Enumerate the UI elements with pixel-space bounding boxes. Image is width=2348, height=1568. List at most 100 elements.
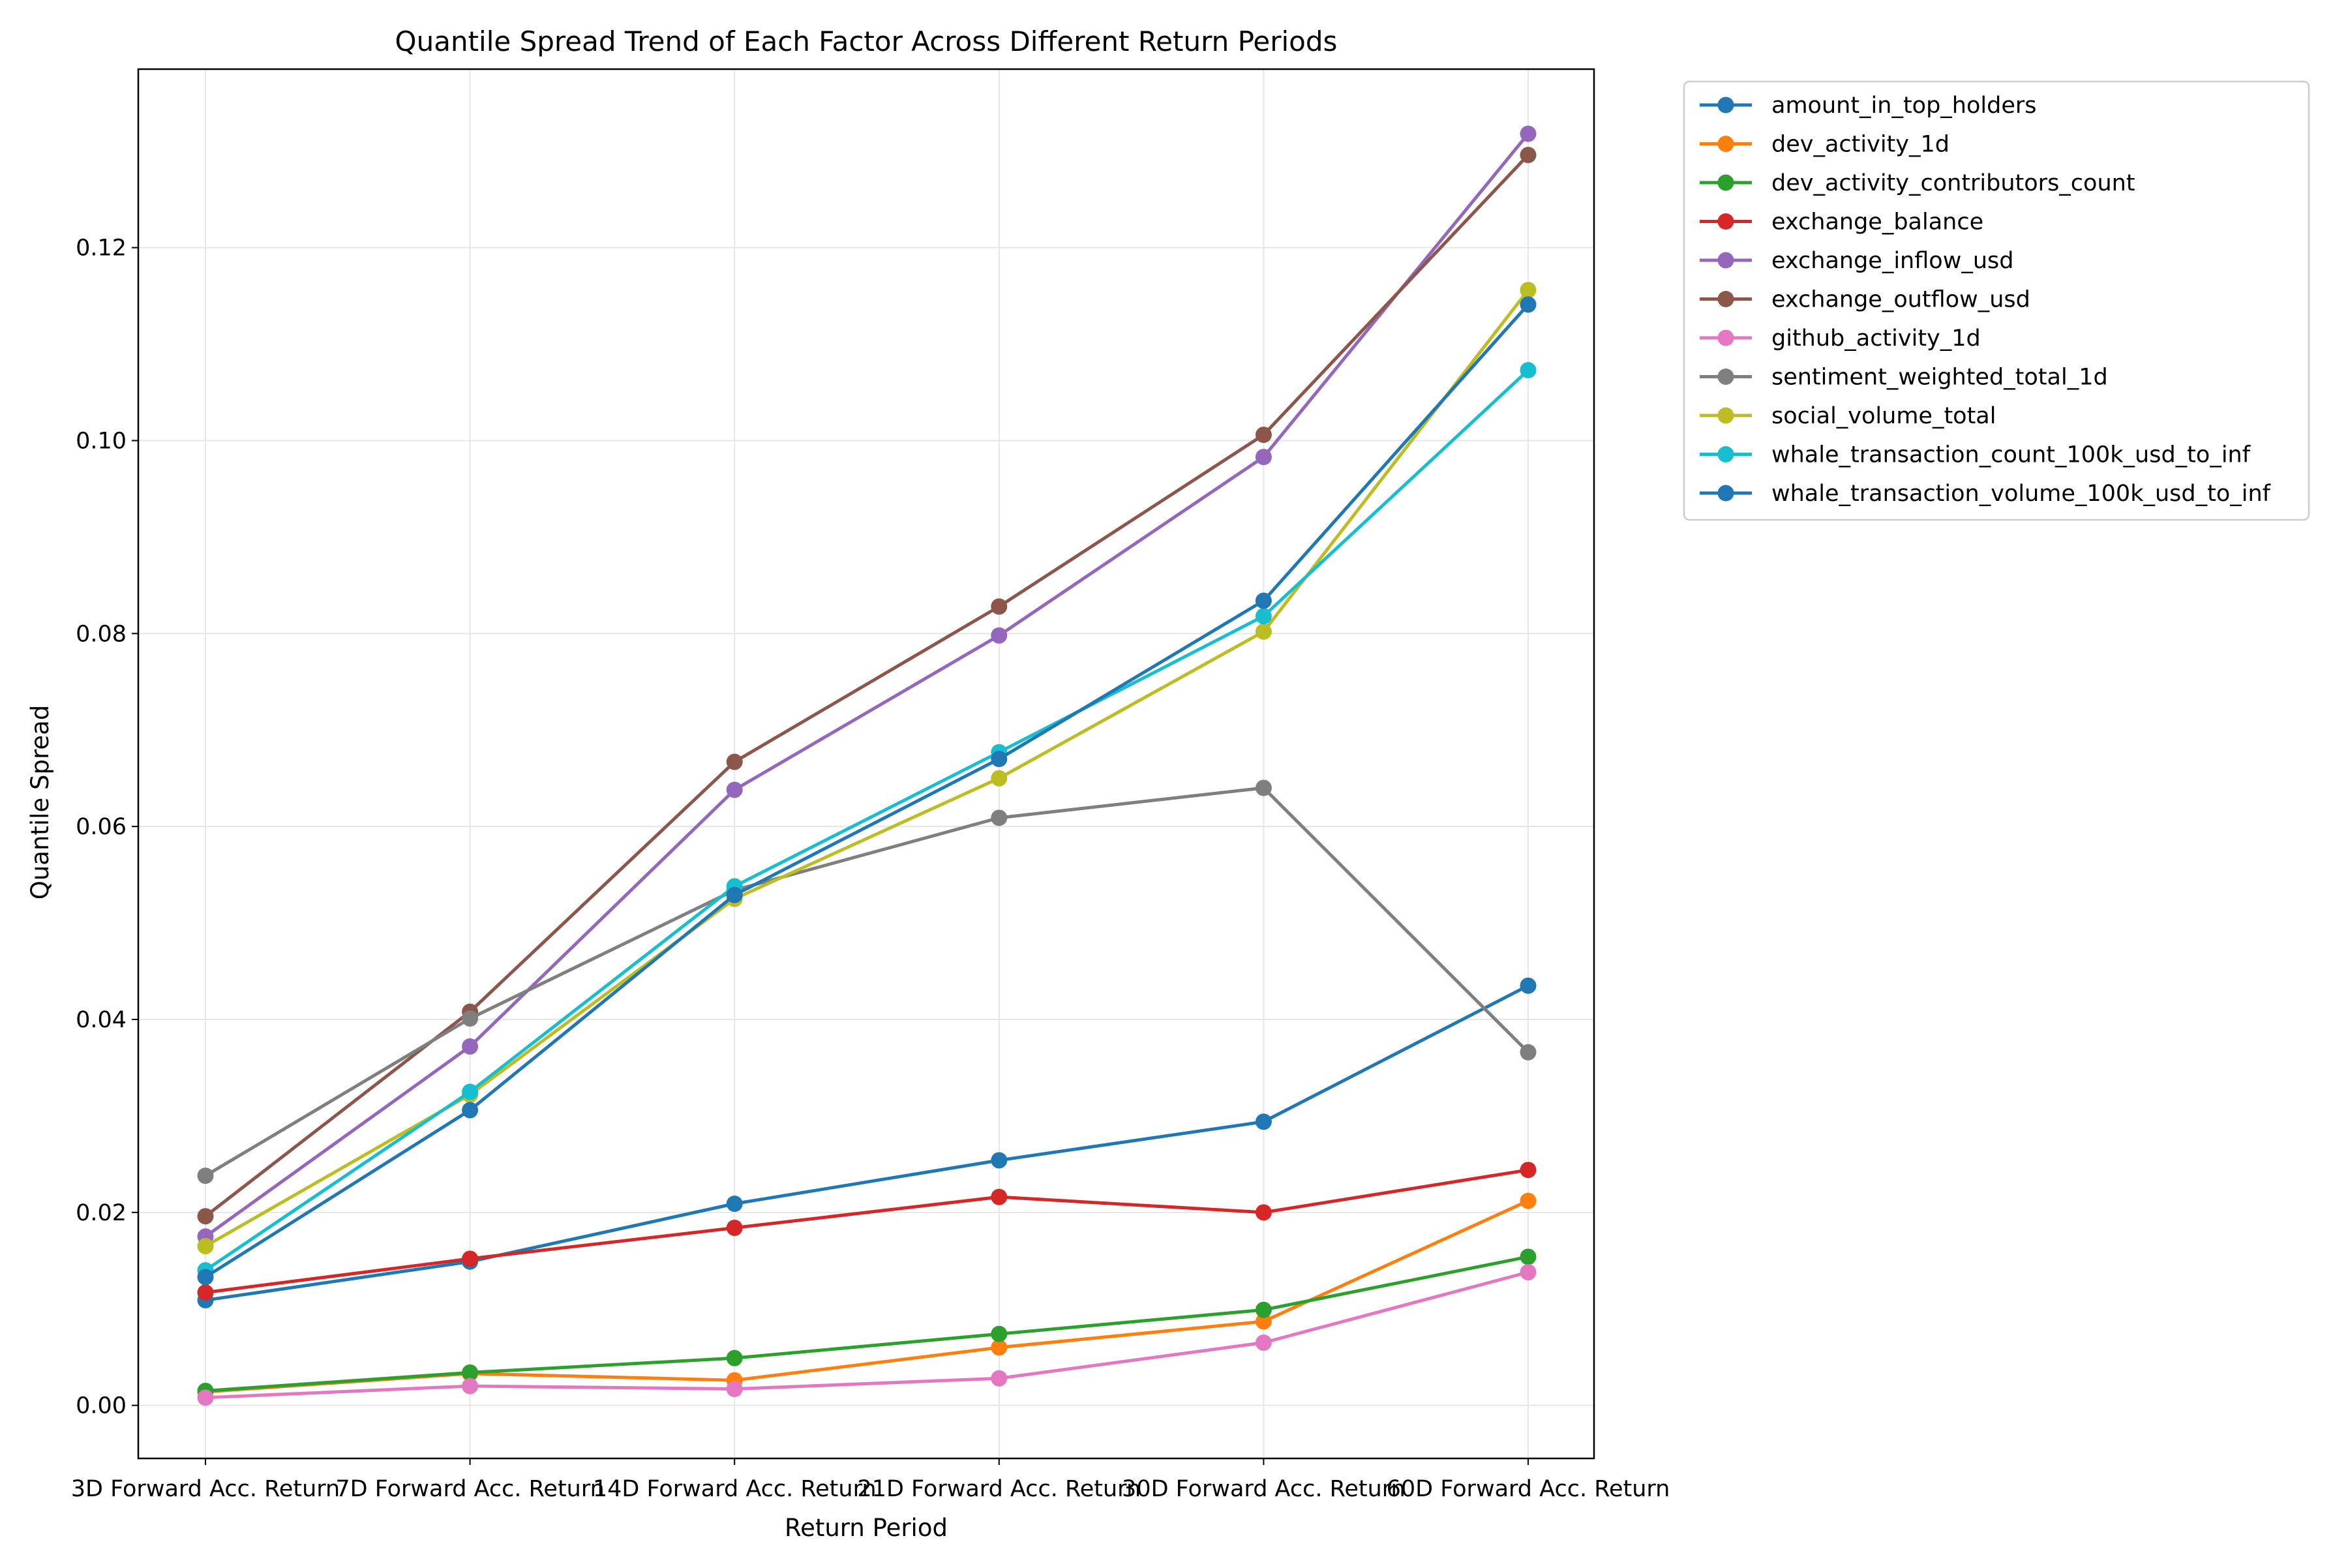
data-point [462, 1010, 479, 1027]
legend-marker [1717, 446, 1734, 462]
x-tick-label: 30D Forward Acc. Return [1122, 1476, 1406, 1502]
data-point [462, 1364, 479, 1381]
series-exchange_balance [197, 1162, 1537, 1301]
series-whale_transaction_volume_100k_usd_to_inf [197, 296, 1537, 1286]
data-point [1255, 779, 1272, 796]
data-point [1255, 449, 1272, 466]
legend-label: dev_activity_1d [1771, 132, 1949, 158]
legend-label: github_activity_1d [1771, 325, 1981, 352]
data-point [726, 1196, 743, 1212]
data-point [991, 1370, 1008, 1387]
legend-item: amount_in_top_holders [1700, 93, 2037, 119]
y-tick-label: 0.12 [76, 235, 127, 262]
legend-label: dev_activity_contributors_count [1771, 170, 2135, 196]
data-point [1520, 977, 1537, 994]
legend-marker [1717, 407, 1734, 424]
data-point [991, 1339, 1008, 1356]
data-point [726, 1381, 743, 1397]
data-point [726, 781, 743, 798]
legend-label: exchange_inflow_usd [1771, 248, 2013, 274]
data-point [991, 751, 1008, 768]
legend-item: social_volume_total [1700, 403, 1996, 429]
series-dev_activity_contributors_count [197, 1248, 1537, 1399]
y-tick-label: 0.02 [76, 1200, 127, 1226]
data-point [1520, 1248, 1537, 1265]
legend-label: exchange_outflow_usd [1771, 287, 2030, 313]
data-point [197, 1284, 214, 1301]
legend-item: whale_transaction_count_100k_usd_to_inf [1700, 442, 2251, 468]
legend-marker [1717, 329, 1734, 346]
legend-items: amount_in_top_holders dev_activity_1d dev_… [1700, 93, 2271, 507]
data-point [726, 1219, 743, 1236]
legend-label: amount_in_top_holders [1771, 93, 2037, 119]
legend-item: exchange_outflow_usd [1700, 287, 2030, 313]
data-point [1255, 1204, 1272, 1221]
data-point [1255, 1334, 1272, 1351]
legend-marker [1717, 369, 1734, 385]
series-line [203, 303, 1530, 1279]
legend-item: dev_activity_1d [1700, 132, 1949, 158]
y-tick-label: 0.08 [76, 621, 127, 647]
y-axis-label: Quantile Spread [26, 705, 54, 900]
x-tick-label: 60D Forward Acc. Return [1387, 1476, 1670, 1502]
y-tick-label: 0.06 [76, 814, 127, 840]
legend-item: dev_activity_contributors_count [1700, 170, 2135, 196]
legend-marker [1717, 97, 1734, 113]
data-point [991, 809, 1008, 826]
data-point [726, 1349, 743, 1366]
data-point [197, 1208, 214, 1225]
series-line [203, 132, 1530, 1239]
data-point [1520, 282, 1537, 299]
data-point [726, 886, 743, 903]
data-point [1255, 427, 1272, 444]
legend-label: whale_transaction_volume_100k_usd_to_inf [1771, 481, 2271, 507]
data-point [1255, 608, 1272, 625]
series-exchange_inflow_usd [197, 125, 1537, 1245]
legend-item: exchange_balance [1700, 209, 1983, 235]
series-line [203, 786, 1530, 1178]
legend-marker [1717, 174, 1734, 191]
data-point [197, 1389, 214, 1406]
chart-title: Quantile Spread Trend of Each Factor Acr… [395, 25, 1338, 57]
y-tick-label: 0.10 [76, 428, 127, 454]
x-tick-label: 14D Forward Acc. Return [593, 1476, 877, 1502]
legend-marker [1717, 485, 1734, 502]
data-point [1520, 296, 1537, 313]
data-point [197, 1238, 214, 1255]
data-point [991, 627, 1008, 644]
legend-label: social_volume_total [1771, 403, 1996, 429]
data-point [1255, 1313, 1272, 1330]
data-point [1255, 623, 1272, 640]
data-point [726, 753, 743, 770]
data-point [197, 1168, 214, 1184]
data-point [1520, 147, 1537, 164]
legend-marker [1717, 136, 1734, 152]
legend-marker [1717, 252, 1734, 269]
y-tick-label: 0.04 [76, 1007, 127, 1033]
x-tick-label: 3D Forward Acc. Return [71, 1476, 340, 1502]
series-line [203, 1271, 1530, 1400]
series-line [203, 984, 1530, 1302]
legend-label: whale_transaction_count_100k_usd_to_inf [1771, 442, 2251, 468]
series-line [203, 1168, 1530, 1295]
legend-frame [1683, 80, 2310, 521]
legend-label: exchange_balance [1771, 209, 1983, 235]
legend: amount_in_top_holders dev_activity_1d dev_… [1683, 80, 2310, 521]
data-point [197, 1269, 214, 1286]
data-point [462, 1250, 479, 1267]
legend-item: exchange_inflow_usd [1700, 248, 2013, 274]
legend-item: github_activity_1d [1700, 325, 1981, 352]
data-point [991, 1188, 1008, 1205]
series-lines [197, 125, 1537, 1406]
data-point [991, 1325, 1008, 1342]
data-point [1520, 1044, 1537, 1061]
x-axis-label: Return Period [785, 1514, 948, 1542]
data-point [1520, 1264, 1537, 1281]
data-point [1520, 125, 1537, 142]
data-point [462, 1038, 479, 1055]
legend-marker [1717, 291, 1734, 307]
series-line [203, 1255, 1530, 1393]
y-axis-ticks: 0.00 0.02 0.04 0.06 0.08 0.10 0.12 [76, 235, 138, 1419]
